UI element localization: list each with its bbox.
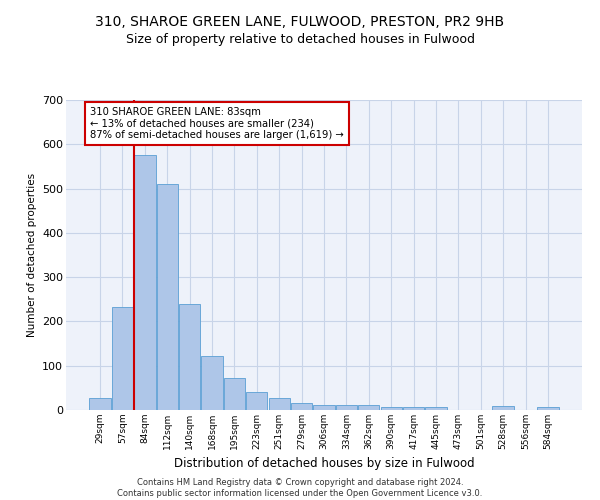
Bar xyxy=(380,408,402,410)
Bar xyxy=(179,304,200,410)
Text: Size of property relative to detached houses in Fulwood: Size of property relative to detached ho… xyxy=(125,32,475,46)
Bar xyxy=(269,398,290,410)
Bar xyxy=(291,403,312,410)
Bar xyxy=(403,408,424,410)
Bar xyxy=(493,406,514,410)
Text: 310 SHAROE GREEN LANE: 83sqm
← 13% of detached houses are smaller (234)
87% of s: 310 SHAROE GREEN LANE: 83sqm ← 13% of de… xyxy=(90,106,344,140)
Bar xyxy=(537,407,559,410)
Bar xyxy=(134,156,155,410)
Text: Contains HM Land Registry data © Crown copyright and database right 2024.
Contai: Contains HM Land Registry data © Crown c… xyxy=(118,478,482,498)
Bar xyxy=(89,398,111,410)
Bar xyxy=(313,404,335,410)
Bar xyxy=(202,356,223,410)
X-axis label: Distribution of detached houses by size in Fulwood: Distribution of detached houses by size … xyxy=(173,458,475,470)
Bar xyxy=(425,408,446,410)
Text: 310, SHAROE GREEN LANE, FULWOOD, PRESTON, PR2 9HB: 310, SHAROE GREEN LANE, FULWOOD, PRESTON… xyxy=(95,15,505,29)
Bar xyxy=(112,308,133,410)
Bar xyxy=(336,404,357,410)
Bar xyxy=(358,405,379,410)
Bar xyxy=(246,392,268,410)
Bar xyxy=(157,184,178,410)
Y-axis label: Number of detached properties: Number of detached properties xyxy=(26,173,37,337)
Bar xyxy=(224,378,245,410)
